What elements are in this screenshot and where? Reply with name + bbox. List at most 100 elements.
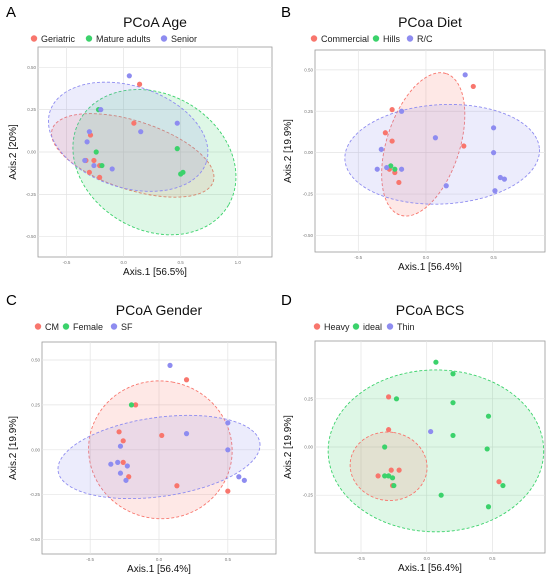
chart-title: PCoA Age: [123, 14, 187, 30]
data-point: [174, 483, 180, 489]
data-point: [183, 431, 190, 437]
y-tick-label: 0.50: [304, 67, 313, 72]
data-point: [386, 427, 392, 433]
legend-label: Female: [73, 322, 103, 332]
data-point: [389, 138, 395, 144]
legend-marker: [372, 35, 380, 42]
confidence-ellipse-red: [381, 72, 466, 217]
chart-title: PCoa Diet: [398, 14, 462, 30]
legend-marker: [30, 35, 38, 42]
data-point: [126, 474, 132, 480]
data-point: [392, 166, 398, 172]
confidence-ellipse-green: [72, 89, 237, 236]
data-point: [398, 166, 405, 172]
panel-d: D PCoA BCS Heavy ideal Thin -0.5 0.0 0.5 0.25 0.0…: [281, 292, 546, 574]
panel-c: C PCoA Gender CM Female SF -0.5 0.0 0.5 0.50 0.25…: [6, 292, 277, 575]
confidence-ellipse-green: [327, 369, 545, 533]
data-point: [461, 143, 467, 149]
chart-title: PCoA BCS: [396, 302, 464, 318]
y-tick-label: 0.50: [31, 357, 40, 362]
data-point: [86, 129, 92, 135]
y-tick-label: 0.00: [304, 445, 313, 450]
data-point: [174, 146, 180, 152]
data-point: [492, 188, 498, 194]
data-point: [396, 467, 402, 473]
legend-label: Geriatric: [41, 34, 76, 44]
data-point: [450, 400, 456, 406]
data-point: [123, 477, 129, 483]
legend-label: CM: [45, 322, 59, 332]
data-point: [484, 446, 490, 452]
data-point: [388, 163, 394, 169]
data-point: [438, 492, 444, 498]
data-point: [117, 443, 124, 449]
data-point: [225, 488, 231, 494]
data-point: [84, 139, 90, 145]
x-axis-label: Axis.1 [56.4%]: [127, 564, 191, 575]
data-point: [382, 473, 388, 479]
data-point: [91, 157, 97, 164]
x-tick-label: 0.0: [156, 557, 163, 562]
y-axis-label: Axis.2 [19.9%]: [283, 415, 294, 479]
data-point: [450, 371, 456, 377]
data-point: [386, 394, 392, 400]
panel-a: A PCoA Age Geriatric Mature adults Senior -0.…: [6, 4, 273, 278]
legend-marker: [110, 323, 118, 330]
ellipse-layer: [57, 380, 261, 520]
data-point: [138, 129, 144, 135]
data-point: [433, 359, 439, 365]
data-point: [428, 428, 434, 435]
data-point: [167, 362, 173, 368]
x-tick-label: 0.5: [178, 260, 185, 265]
data-point: [497, 174, 503, 181]
ellipse-layer: [344, 72, 540, 217]
data-point: [225, 447, 231, 453]
data-point: [391, 482, 397, 489]
x-tick-label: 0.5: [489, 556, 496, 561]
legend-label: SF: [121, 322, 133, 332]
y-tick-label: 0.25: [304, 109, 313, 114]
data-point: [120, 459, 126, 465]
ellipse-layer: [327, 369, 545, 533]
legend-label: Mature adults: [96, 34, 151, 44]
y-axis-label: Axis.2 [19.9%]: [283, 119, 294, 183]
data-point: [386, 473, 392, 479]
x-tick-label: 1.0: [235, 260, 242, 265]
legend-marker: [386, 323, 394, 330]
plot-area: [314, 49, 546, 253]
x-axis-label: Axis.1 [56.5%]: [123, 267, 187, 278]
data-point: [462, 72, 468, 78]
y-tick-label: -0.25: [303, 192, 314, 197]
panel-letter: B: [281, 4, 291, 21]
data-point: [115, 459, 121, 465]
data-point: [116, 429, 122, 435]
data-point: [375, 473, 381, 479]
data-point: [117, 470, 124, 476]
data-point: [393, 396, 400, 402]
panel-b: B PCoa Diet Commercial Hills R/C -0.5 0.0 0.5 0.…: [281, 4, 546, 273]
x-tick-label: 0.0: [424, 556, 431, 561]
legend-marker: [34, 323, 42, 330]
x-tick-label: 0.5: [490, 255, 497, 260]
data-point: [159, 432, 165, 439]
x-tick-label: -0.5: [86, 557, 94, 562]
y-tick-label: -0.50: [303, 233, 314, 238]
data-point: [374, 166, 380, 172]
data-point: [108, 461, 114, 467]
data-point: [501, 176, 508, 182]
data-point: [97, 174, 103, 181]
x-tick-label: 0.5: [225, 557, 232, 562]
y-tick-label: -0.50: [30, 537, 41, 542]
panel-letter: C: [6, 292, 17, 309]
data-point: [485, 504, 492, 510]
legend-label: Thin: [397, 322, 415, 332]
data-point: [241, 477, 247, 483]
data-point: [93, 149, 99, 155]
data-point: [236, 474, 242, 480]
data-point: [131, 120, 137, 126]
data-point: [389, 475, 396, 481]
data-point: [120, 438, 126, 444]
x-axis-label: Axis.1 [56.4%]: [398, 563, 462, 574]
legend-marker: [352, 323, 360, 330]
